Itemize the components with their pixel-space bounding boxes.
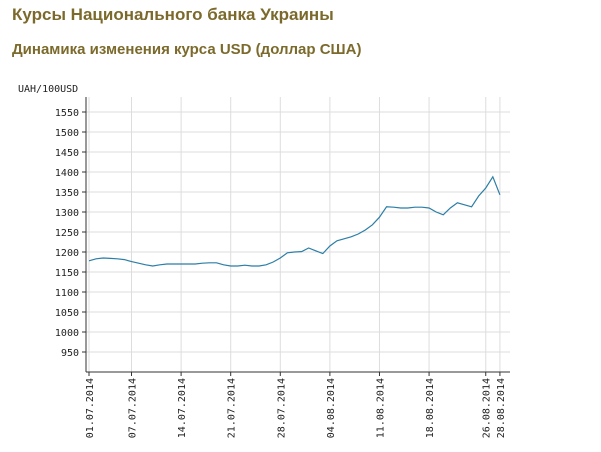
y-tick-label: 1000: [55, 328, 79, 339]
y-tick-label: 1350: [55, 188, 79, 199]
x-tick-label: 07.07.2014: [128, 378, 139, 438]
y-tick-label: 1050: [55, 308, 79, 319]
y-tick-label: 1300: [55, 208, 79, 219]
y-tick-label: 1200: [55, 248, 79, 259]
x-tick-label: 04.08.2014: [326, 378, 337, 438]
y-tick-label: 1550: [55, 108, 79, 119]
y-tick-label: 950: [61, 348, 79, 359]
x-tick-label: 18.08.2014: [425, 378, 436, 438]
y-tick-label: 1100: [55, 288, 79, 299]
y-axis-label: UAH/100USD: [18, 84, 78, 95]
y-tick-label: 1450: [55, 148, 79, 159]
x-tick-label: 21.07.2014: [227, 378, 238, 438]
x-tick-label: 01.07.2014: [85, 378, 96, 438]
page-title: Курсы Национального банка Украины: [12, 5, 334, 24]
y-tick-label: 1150: [55, 268, 79, 279]
y-tick-label: 1500: [55, 128, 79, 139]
x-tick-label: 28.08.2014: [496, 378, 507, 438]
plot-area: [86, 97, 510, 372]
x-tick-label: 28.07.2014: [276, 378, 287, 438]
page-subtitle: Динамика изменения курса USD (доллар США…: [12, 41, 361, 58]
y-tick-label: 1400: [55, 168, 79, 179]
data-line: [88, 175, 501, 267]
x-tick-label: 14.07.2014: [177, 378, 188, 438]
x-tick-label: 11.08.2014: [375, 378, 386, 438]
x-tick-label: 26.08.2014: [482, 378, 493, 438]
y-tick-label: 1250: [55, 228, 79, 239]
